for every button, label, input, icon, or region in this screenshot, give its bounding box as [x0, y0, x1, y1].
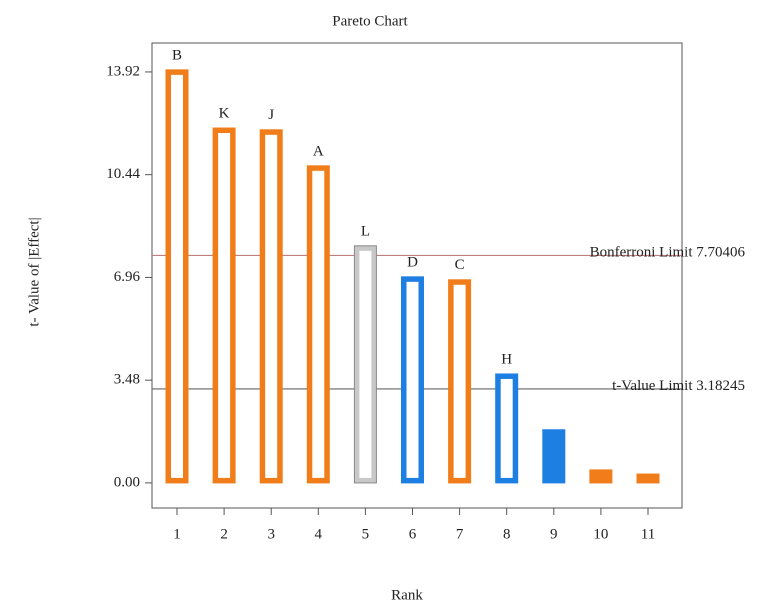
bar-inner [500, 378, 513, 478]
reference-label: Bonferroni Limit 7.70406 [590, 245, 746, 261]
x-tick-label: 11 [641, 526, 655, 542]
x-tick-label: 2 [220, 526, 228, 542]
bar-inner [218, 133, 231, 478]
bar-inner [312, 170, 325, 478]
bar-label: A [313, 143, 324, 159]
bar-label: J [268, 107, 274, 123]
reference-label: t-Value Limit 3.18245 [612, 378, 745, 394]
bar-inner [171, 74, 183, 478]
reference-name: Bonferroni Limit [590, 245, 694, 261]
x-tick-label: 9 [550, 526, 558, 542]
bar-label: H [501, 351, 512, 367]
bar-label: C [455, 257, 465, 273]
x-tick-label: 7 [456, 526, 464, 542]
reference-name: t-Value Limit [612, 378, 693, 394]
chart-title: Pareto Chart [332, 13, 408, 29]
bar-label: K [219, 105, 230, 121]
x-tick-label: 1 [173, 526, 181, 542]
y-tick-label: 10.44 [106, 166, 140, 182]
bar-inner [453, 284, 466, 478]
y-tick-label: 13.92 [106, 63, 140, 79]
bar-label: B [172, 47, 182, 63]
bar [542, 429, 566, 484]
x-tick-label: 3 [267, 526, 275, 542]
bar-inner [406, 281, 419, 478]
y-tick-label: 3.48 [114, 372, 140, 388]
x-tick-label: 4 [315, 526, 323, 542]
y-tick-label: 0.00 [114, 474, 140, 490]
bar [589, 469, 613, 484]
bar-inner [359, 250, 372, 478]
plot-frame [151, 42, 683, 509]
bar-inner [265, 134, 278, 478]
x-axis-label: Rank [391, 587, 423, 603]
x-tick-label: 5 [362, 526, 370, 542]
reference-value: 3.18245 [696, 378, 745, 394]
bar [636, 473, 660, 484]
y-axis-label: t- Value of |Effect| [26, 217, 42, 326]
x-tick-label: 10 [593, 526, 608, 542]
reference-value: 7.70406 [696, 245, 745, 261]
bar-label: L [361, 223, 370, 239]
x-tick-label: 6 [409, 526, 417, 542]
bar-label: D [407, 254, 418, 270]
x-tick-label: 8 [503, 526, 511, 542]
y-tick-label: 6.96 [114, 269, 141, 285]
